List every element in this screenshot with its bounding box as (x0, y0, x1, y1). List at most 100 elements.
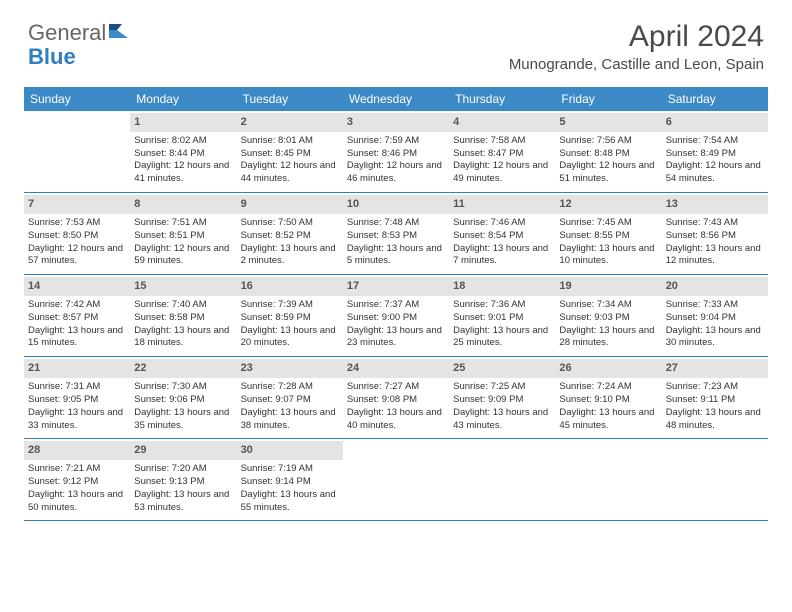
daylight-text: Daylight: 12 hours and 54 minutes. (666, 160, 764, 186)
sunset-text: Sunset: 9:10 PM (559, 394, 657, 407)
daylight-text: Daylight: 12 hours and 57 minutes. (28, 243, 126, 269)
sunset-text: Sunset: 9:03 PM (559, 312, 657, 325)
day-number: 21 (24, 359, 130, 378)
dow-thursday: Thursday (449, 87, 555, 111)
day-cell: 8Sunrise: 7:51 AMSunset: 8:51 PMDaylight… (130, 193, 236, 274)
daylight-text: Daylight: 12 hours and 49 minutes. (453, 160, 551, 186)
week-row: 1 Sunrise: 8:02 AMSunset: 8:44 PM Daylight… (24, 111, 768, 193)
sunrise-text: Sunrise: 7:48 AM (347, 217, 445, 230)
day-cell (662, 439, 768, 520)
day-number: 9 (237, 195, 343, 214)
day-number: 8 (130, 195, 236, 214)
day-number: 29 (130, 441, 236, 460)
day-number: 11 (449, 195, 555, 214)
day-cell (555, 439, 661, 520)
sunrise-text: Sunrise: 7:31 AM (28, 381, 126, 394)
sunrise-text: Sunrise: 7:43 AM (666, 217, 764, 230)
sunset-text: Sunset: 8:57 PM (28, 312, 126, 325)
daylight-text: Daylight: 13 hours and 40 minutes. (347, 407, 445, 433)
sunrise-text: Sunrise: 7:45 AM (559, 217, 657, 230)
sunrise-text: Sunrise: 7:46 AM (453, 217, 551, 230)
sunset-text: Sunset: 9:13 PM (134, 476, 232, 489)
day-cell: 11Sunrise: 7:46 AMSunset: 8:54 PMDayligh… (449, 193, 555, 274)
day-number: 17 (343, 277, 449, 296)
day-cell: 21Sunrise: 7:31 AMSunset: 9:05 PMDayligh… (24, 357, 130, 438)
day-cell: 4Sunrise: 7:58 AMSunset: 8:47 PMDaylight… (449, 111, 555, 192)
sunrise-text: Sunrise: 8:01 AM (241, 135, 339, 148)
sunrise-text: Sunrise: 7:50 AM (241, 217, 339, 230)
title-block: April 2024 Munogrande, Castille and Leon… (509, 20, 764, 73)
sunset-text: Sunset: 8:50 PM (28, 230, 126, 243)
day-cell (343, 439, 449, 520)
day-number: 1 (130, 113, 236, 132)
daylight-text: Daylight: 13 hours and 12 minutes. (666, 243, 764, 269)
day-cell: 10Sunrise: 7:48 AMSunset: 8:53 PMDayligh… (343, 193, 449, 274)
day-number: 15 (130, 277, 236, 296)
day-cell: 25 Sunrise: 7:25 AMSunset: 9:09 PMDayligh… (449, 357, 555, 438)
day-cell: 30Sunrise: 7:19 AMSunset: 9:14 PMDayligh… (237, 439, 343, 520)
daylight-text: Daylight: 13 hours and 25 minutes. (453, 325, 551, 351)
sunset-text: Sunset: 8:53 PM (347, 230, 445, 243)
sunrise-text: Sunrise: 8:02 AM (134, 135, 232, 148)
sunrise-text: Sunrise: 7:59 AM (347, 135, 445, 148)
day-number: 13 (662, 195, 768, 214)
daylight-text: Daylight: 13 hours and 43 minutes. (453, 407, 551, 433)
calendar: Sunday Monday Tuesday Wednesday Thursday… (24, 87, 768, 521)
sunset-text: Sunset: 8:55 PM (559, 230, 657, 243)
day-cell: 14Sunrise: 7:42 AMSunset: 8:57 PMDayligh… (24, 275, 130, 356)
daylight-text: Daylight: 13 hours and 18 minutes. (134, 325, 232, 351)
dow-saturday: Saturday (662, 87, 768, 111)
sunrise-text: Sunrise: 7:33 AM (666, 299, 764, 312)
location-text: Munogrande, Castille and Leon, Spain (509, 56, 764, 73)
sunrise-text: Sunrise: 7:56 AM (559, 135, 657, 148)
sunset-text: Sunset: 8:52 PM (241, 230, 339, 243)
daylight-text: Daylight: 13 hours and 33 minutes. (28, 407, 126, 433)
day-cell: 1Sunrise: 8:02 AMSunset: 8:44 PMDaylight… (130, 111, 236, 192)
sunset-text: Sunset: 8:48 PM (559, 148, 657, 161)
sunrise-text: Sunrise: 7:25 AM (453, 381, 551, 394)
daylight-text: Daylight: 12 hours and 59 minutes. (134, 243, 232, 269)
sunset-text: Sunset: 8:58 PM (134, 312, 232, 325)
logo-text-blue: Blue (28, 44, 76, 70)
sunset-text: Sunset: 8:44 PM (134, 148, 232, 161)
logo-text-general: General (28, 20, 106, 46)
flag-icon (108, 22, 130, 45)
dow-friday: Friday (555, 87, 661, 111)
sunset-text: Sunset: 9:06 PM (134, 394, 232, 407)
daylight-text: Daylight: 13 hours and 53 minutes. (134, 489, 232, 515)
sunrise-text: Sunrise: 7:53 AM (28, 217, 126, 230)
sunset-text: Sunset: 9:01 PM (453, 312, 551, 325)
sunrise-text: Sunrise: 7:58 AM (453, 135, 551, 148)
day-number: 25 (449, 359, 555, 378)
day-cell: 7Sunrise: 7:53 AMSunset: 8:50 PMDaylight… (24, 193, 130, 274)
sunset-text: Sunset: 9:04 PM (666, 312, 764, 325)
daylight-text: Daylight: 13 hours and 23 minutes. (347, 325, 445, 351)
day-cell: 2Sunrise: 8:01 AMSunset: 8:45 PMDaylight… (237, 111, 343, 192)
sunrise-text: Sunrise: 7:39 AM (241, 299, 339, 312)
day-number: 5 (555, 113, 661, 132)
day-cell: 9 Sunrise: 7:50 AMSunset: 8:52 PMDaylight… (237, 193, 343, 274)
sunrise-text: Sunrise: 7:19 AM (241, 463, 339, 476)
sunset-text: Sunset: 9:14 PM (241, 476, 339, 489)
sunrise-text: Sunrise: 7:20 AM (134, 463, 232, 476)
day-number: 26 (555, 359, 661, 378)
day-number: 28 (24, 441, 130, 460)
daylight-text: Daylight: 13 hours and 10 minutes. (559, 243, 657, 269)
day-number: 3 (343, 113, 449, 132)
day-cell (24, 111, 130, 192)
dow-sunday: Sunday (24, 87, 130, 111)
week-row: 28Sunrise: 7:21 AMSunset: 9:12 PMDayligh… (24, 439, 768, 521)
sunrise-text: Sunrise: 7:51 AM (134, 217, 232, 230)
day-cell: 28Sunrise: 7:21 AMSunset: 9:12 PMDayligh… (24, 439, 130, 520)
day-number: 2 (237, 113, 343, 132)
day-number: 22 (130, 359, 236, 378)
daylight-text: Daylight: 13 hours and 2 minutes. (241, 243, 339, 269)
header: General April 2024 Munogrande, Castille … (0, 0, 792, 81)
sunset-text: Sunset: 9:09 PM (453, 394, 551, 407)
sunset-text: Sunset: 8:47 PM (453, 148, 551, 161)
sunset-text: Sunset: 8:54 PM (453, 230, 551, 243)
sunrise-text: Sunrise: 7:54 AM (666, 135, 764, 148)
dow-monday: Monday (130, 87, 236, 111)
day-number: 19 (555, 277, 661, 296)
day-number: 6 (662, 113, 768, 132)
